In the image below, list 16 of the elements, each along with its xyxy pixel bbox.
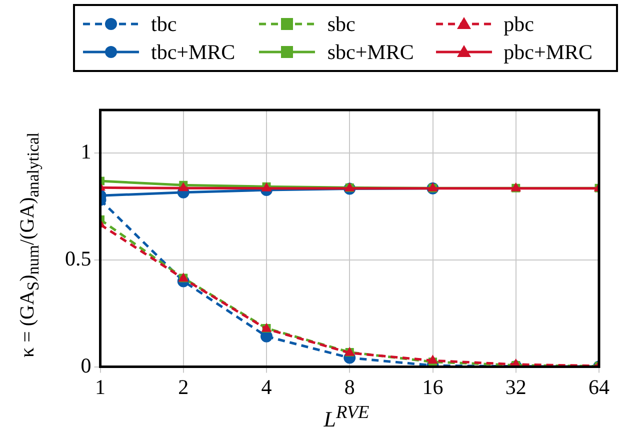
legend-label: tbc [151, 11, 177, 38]
legend-label: sbc+MRC [327, 39, 414, 66]
y-tick-label: 0.5 [65, 246, 92, 270]
legend-label: pbc [504, 11, 534, 38]
x-tick-label: 16 [422, 374, 444, 399]
y-tick-label: 0 [80, 353, 92, 378]
legend-label: pbc+MRC [504, 39, 593, 66]
legend-label: tbc+MRC [151, 39, 236, 66]
x-tick-label: 64 [588, 374, 610, 399]
x-tick-label: 8 [344, 374, 355, 399]
legend-label: sbc [327, 11, 356, 38]
y-tick-label: 1 [80, 139, 92, 164]
x-axis-title: L$^{RVE}$ [322, 402, 370, 432]
x-tick-label: 2 [178, 374, 189, 399]
x-tick-label: 32 [505, 374, 526, 399]
x-tick-label: 4 [261, 374, 272, 399]
